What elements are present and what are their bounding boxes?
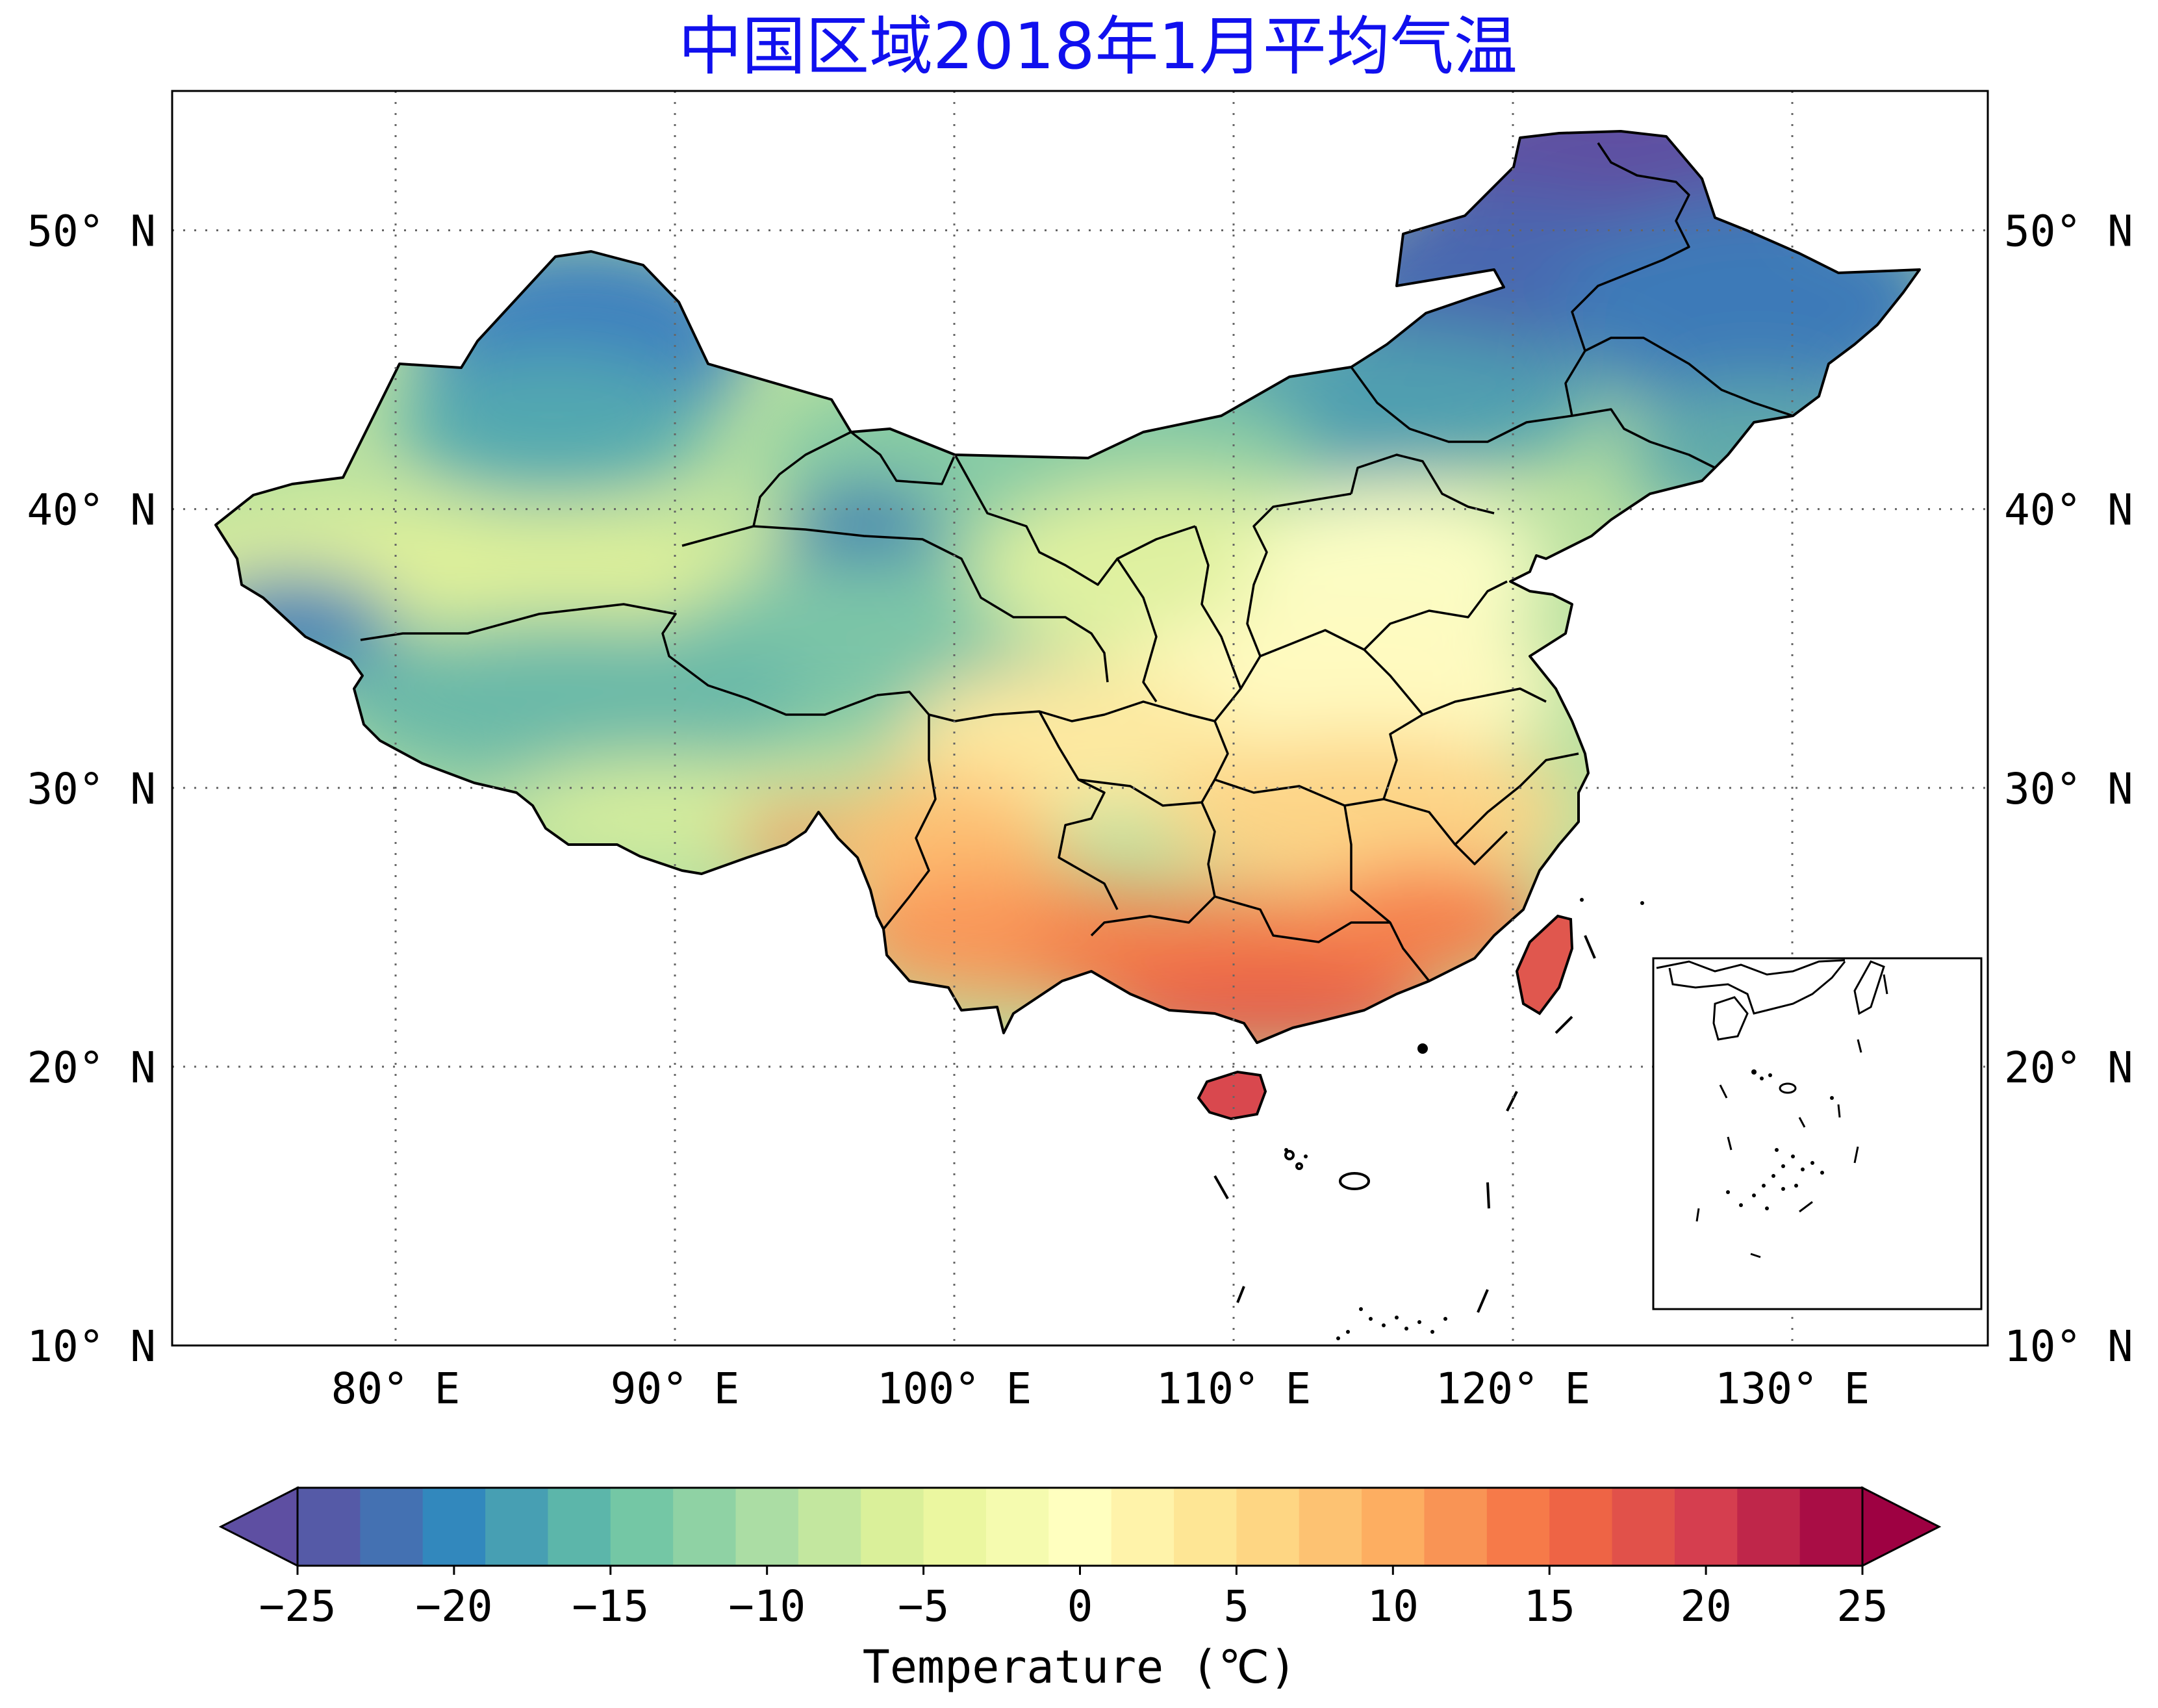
lon-tick-labels: 80° E 90° E 100° E 110° E 120° E 130° E: [331, 1364, 1870, 1414]
taiwan-island: [1515, 914, 1574, 1015]
province-borders: [360, 142, 1794, 982]
colorbar-tick-label: −5: [898, 1581, 949, 1631]
colorbar-band: [1111, 1488, 1174, 1566]
colorbar-band: [422, 1488, 486, 1566]
colorbar-band: [485, 1488, 548, 1566]
colorbar-tick-label: −15: [572, 1581, 649, 1631]
chart-title: 中国区域2018年1月平均气温: [678, 10, 1517, 84]
lon-tick-label: 130° E: [1715, 1364, 1870, 1414]
colorbar-band: [360, 1488, 424, 1566]
colorbar-band: [1486, 1488, 1550, 1566]
lon-tick-label: 110° E: [1156, 1364, 1311, 1414]
colorbar-band: [923, 1488, 987, 1566]
lat-tick-label-right: 40° N: [2004, 485, 2133, 535]
colorbar-tick-label: −10: [728, 1581, 806, 1631]
colorbar-band: [1612, 1488, 1675, 1566]
colorbar-band: [985, 1488, 1049, 1566]
lat-tick-labels-right: 10° N 20° N 30° N 40° N 50° N: [2004, 207, 2133, 1371]
colorbar-tick-label: −25: [259, 1581, 336, 1631]
lat-tick-label-right: 20° N: [2004, 1043, 2133, 1093]
lat-tick-labels-left: 10° N 20° N 30° N 40° N 50° N: [27, 207, 156, 1371]
colorbar-band: [298, 1488, 361, 1566]
scs-island-markers: [1213, 935, 1596, 1313]
colorbar-band: [1799, 1488, 1863, 1566]
colorbar-band: [1737, 1488, 1801, 1566]
colorbar-bands: [296, 1486, 1864, 1567]
lat-tick-label-left: 50° N: [27, 207, 156, 257]
hainan-island: [1197, 1070, 1267, 1121]
lon-tick-label: 90° E: [611, 1364, 740, 1414]
lon-tick-label: 80° E: [331, 1364, 461, 1414]
colorbar-extend-high: [1861, 1486, 1942, 1568]
scs-dot-islands: [1284, 898, 1644, 1340]
colorbar-band: [673, 1488, 737, 1566]
colorbar-extend-low: [218, 1486, 299, 1568]
lat-tick-label-left: 20° N: [27, 1043, 156, 1093]
colorbar-band: [798, 1488, 861, 1566]
colorbar-band: [1549, 1488, 1613, 1566]
colorbar-band: [1424, 1488, 1488, 1566]
lat-tick-label-right: 30° N: [2004, 764, 2133, 814]
colorbar-band: [861, 1488, 924, 1566]
lat-tick-label-left: 10° N: [27, 1321, 156, 1371]
lon-tick-label: 120° E: [1436, 1364, 1590, 1414]
colorbar-tick-label: −20: [415, 1581, 492, 1631]
colorbar-band: [1236, 1488, 1300, 1566]
lat-tick-label-left: 40° N: [27, 485, 156, 535]
colorbar-tick-label: 25: [1836, 1581, 1888, 1631]
lat-tick-label-right: 10° N: [2004, 1321, 2133, 1371]
colorbar: −25 −20 −15 −10 −5 0 5 10 15 20 25 Temperature (℃): [218, 1486, 1942, 1694]
colorbar-label: Temperature (℃): [863, 1640, 1297, 1694]
colorbar-band: [1674, 1488, 1738, 1566]
lat-tick-label-left: 30° N: [27, 764, 156, 814]
colorbar-tick-label: 20: [1680, 1581, 1731, 1631]
colorbar-band: [610, 1488, 674, 1566]
colorbar-ticks: −25 −20 −15 −10 −5 0 5 10 15 20 25: [259, 1566, 1888, 1631]
scs-inset: [1652, 957, 1983, 1310]
colorbar-band: [735, 1488, 799, 1566]
colorbar-tick-label: 5: [1224, 1581, 1250, 1631]
colorbar-tick-label: 10: [1367, 1581, 1419, 1631]
colorbar-band: [1362, 1488, 1425, 1566]
colorbar-band: [1048, 1488, 1112, 1566]
colorbar-tick-label: 15: [1523, 1581, 1575, 1631]
colorbar-tick-label: 0: [1067, 1581, 1093, 1631]
lon-tick-label: 100° E: [877, 1364, 1032, 1414]
lat-tick-label-right: 50° N: [2004, 207, 2133, 257]
colorbar-band: [1174, 1488, 1237, 1566]
colorbar-band: [1299, 1488, 1362, 1566]
colorbar-band: [548, 1488, 611, 1566]
map-frame: [171, 90, 1989, 1347]
